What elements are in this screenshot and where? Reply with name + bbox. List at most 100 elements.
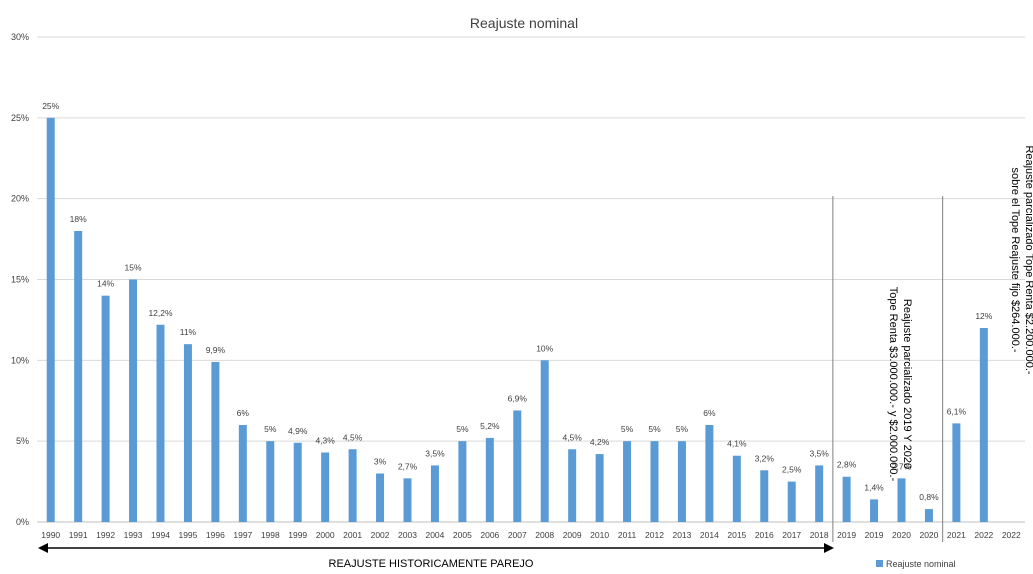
data-label: 3,2% xyxy=(755,453,775,463)
y-axis-ticks: 0% 5% 10% 15% 20% 25% 30% xyxy=(11,32,29,527)
bar xyxy=(321,452,330,522)
x-tick-label: 1991 xyxy=(69,530,88,540)
x-tick-label: 2005 xyxy=(453,530,472,540)
gridlines xyxy=(37,36,1025,523)
data-label: 2,5% xyxy=(782,465,802,475)
bar xyxy=(568,449,577,522)
x-tick-label: 2019 xyxy=(837,530,856,540)
x-tick-label: 1995 xyxy=(178,530,197,540)
bar xyxy=(979,328,988,522)
bar xyxy=(348,449,357,522)
x-tick-label: 1990 xyxy=(41,530,60,540)
bar xyxy=(376,473,385,522)
data-label: 14% xyxy=(97,279,114,289)
data-label: 3% xyxy=(374,457,387,467)
data-label: 11% xyxy=(180,327,197,337)
data-label: 5% xyxy=(621,424,634,434)
x-tick-label: 2012 xyxy=(645,530,664,540)
bar xyxy=(650,441,659,522)
x-tick-label: 1994 xyxy=(151,530,170,540)
data-label: 4,5% xyxy=(562,432,582,442)
bar xyxy=(870,499,879,522)
x-tick-label: 2004 xyxy=(425,530,444,540)
bar xyxy=(952,423,961,522)
bar xyxy=(760,470,769,522)
y-tick-label: 10% xyxy=(11,355,29,365)
data-label: 0,8% xyxy=(919,492,939,502)
x-tick-label: 2020 xyxy=(919,530,938,540)
data-label: 2,7% xyxy=(398,461,418,471)
bar xyxy=(842,476,851,522)
data-label: 18% xyxy=(70,214,87,224)
x-tick-label: 2006 xyxy=(480,530,499,540)
y-tick-label: 30% xyxy=(11,32,29,42)
arrow-head-right xyxy=(824,543,834,553)
x-tick-label: 2019 xyxy=(865,530,884,540)
x-tick-label: 1999 xyxy=(288,530,307,540)
arrow-head-left xyxy=(38,543,48,553)
x-tick-label: 2016 xyxy=(755,530,774,540)
x-tick-label: 2022 xyxy=(974,530,993,540)
chart-title: Reajuste nominal xyxy=(470,15,578,31)
y-tick-label: 20% xyxy=(11,194,29,204)
bar xyxy=(705,425,714,522)
bar xyxy=(403,478,412,522)
bar xyxy=(74,231,83,522)
x-tick-label: 2000 xyxy=(316,530,335,540)
period-separators xyxy=(832,196,944,542)
x-tick-label: 2002 xyxy=(371,530,390,540)
data-label: 6,9% xyxy=(508,393,528,403)
data-label: 6,1% xyxy=(947,406,967,416)
x-tick-label: 2015 xyxy=(727,530,746,540)
bar xyxy=(540,360,549,522)
x-tick-label: 1997 xyxy=(233,530,252,540)
data-label: 12,2% xyxy=(148,308,173,318)
bar xyxy=(430,465,439,522)
data-label: 12% xyxy=(975,311,992,321)
data-label: 9,9% xyxy=(206,345,226,355)
x-tick-label: 1993 xyxy=(124,530,143,540)
data-labels: 25% 18% 14% 15% 12,2% 11% 9,9% 6% 5% 4,9% 4,3% 4,5%… xyxy=(42,101,993,502)
note-2019-2020-line-2: Tope Renta $3.000.000.- y $2.000.000.- xyxy=(887,287,899,482)
bar xyxy=(183,344,192,522)
bar xyxy=(293,442,302,522)
data-label: 6% xyxy=(703,408,716,418)
x-tick-label: 2021 xyxy=(947,530,966,540)
data-label: 15% xyxy=(125,263,142,273)
x-tick-label: 2001 xyxy=(343,530,362,540)
x-tick-label: 2022 xyxy=(1002,530,1021,540)
bar xyxy=(815,465,824,522)
data-label: 5% xyxy=(648,424,661,434)
historical-period-label: REAJUSTE HISTORICAMENTE PAREJO xyxy=(329,558,534,569)
legend-swatch xyxy=(876,560,883,567)
bar xyxy=(513,410,522,522)
data-label: 5% xyxy=(456,424,469,434)
annotations: REAJUSTE HISTORICAMENTE PAREJO Reajuste … xyxy=(38,145,1033,570)
note-2019-2020-line-1: Reajuste parcializado 2019 Y 2020 xyxy=(901,299,913,469)
x-tick-label: 2003 xyxy=(398,530,417,540)
bar xyxy=(787,481,796,522)
x-tick-label: 1992 xyxy=(96,530,115,540)
bar xyxy=(211,361,220,522)
y-tick-label: 0% xyxy=(16,517,29,527)
bar xyxy=(677,441,686,522)
data-label: 2,8% xyxy=(837,460,857,470)
data-label: 4,9% xyxy=(288,426,308,436)
data-label: 10% xyxy=(536,343,553,353)
x-tick-label: 2014 xyxy=(700,530,719,540)
bar xyxy=(266,441,275,522)
note-2022-line-2: sobre el Tope Reajuste fijo $264.000.- xyxy=(1009,167,1021,352)
data-label: 4,2% xyxy=(590,437,610,447)
x-tick-label: 2009 xyxy=(563,530,582,540)
bar xyxy=(129,279,138,522)
bar xyxy=(732,455,741,522)
bar xyxy=(156,324,165,522)
data-label: 4,5% xyxy=(343,432,363,442)
x-tick-label: 1998 xyxy=(261,530,280,540)
data-label: 6% xyxy=(237,408,250,418)
bar xyxy=(897,478,906,522)
data-label: 5% xyxy=(676,424,689,434)
bar xyxy=(595,454,604,522)
x-tick-label: 2020 xyxy=(892,530,911,540)
